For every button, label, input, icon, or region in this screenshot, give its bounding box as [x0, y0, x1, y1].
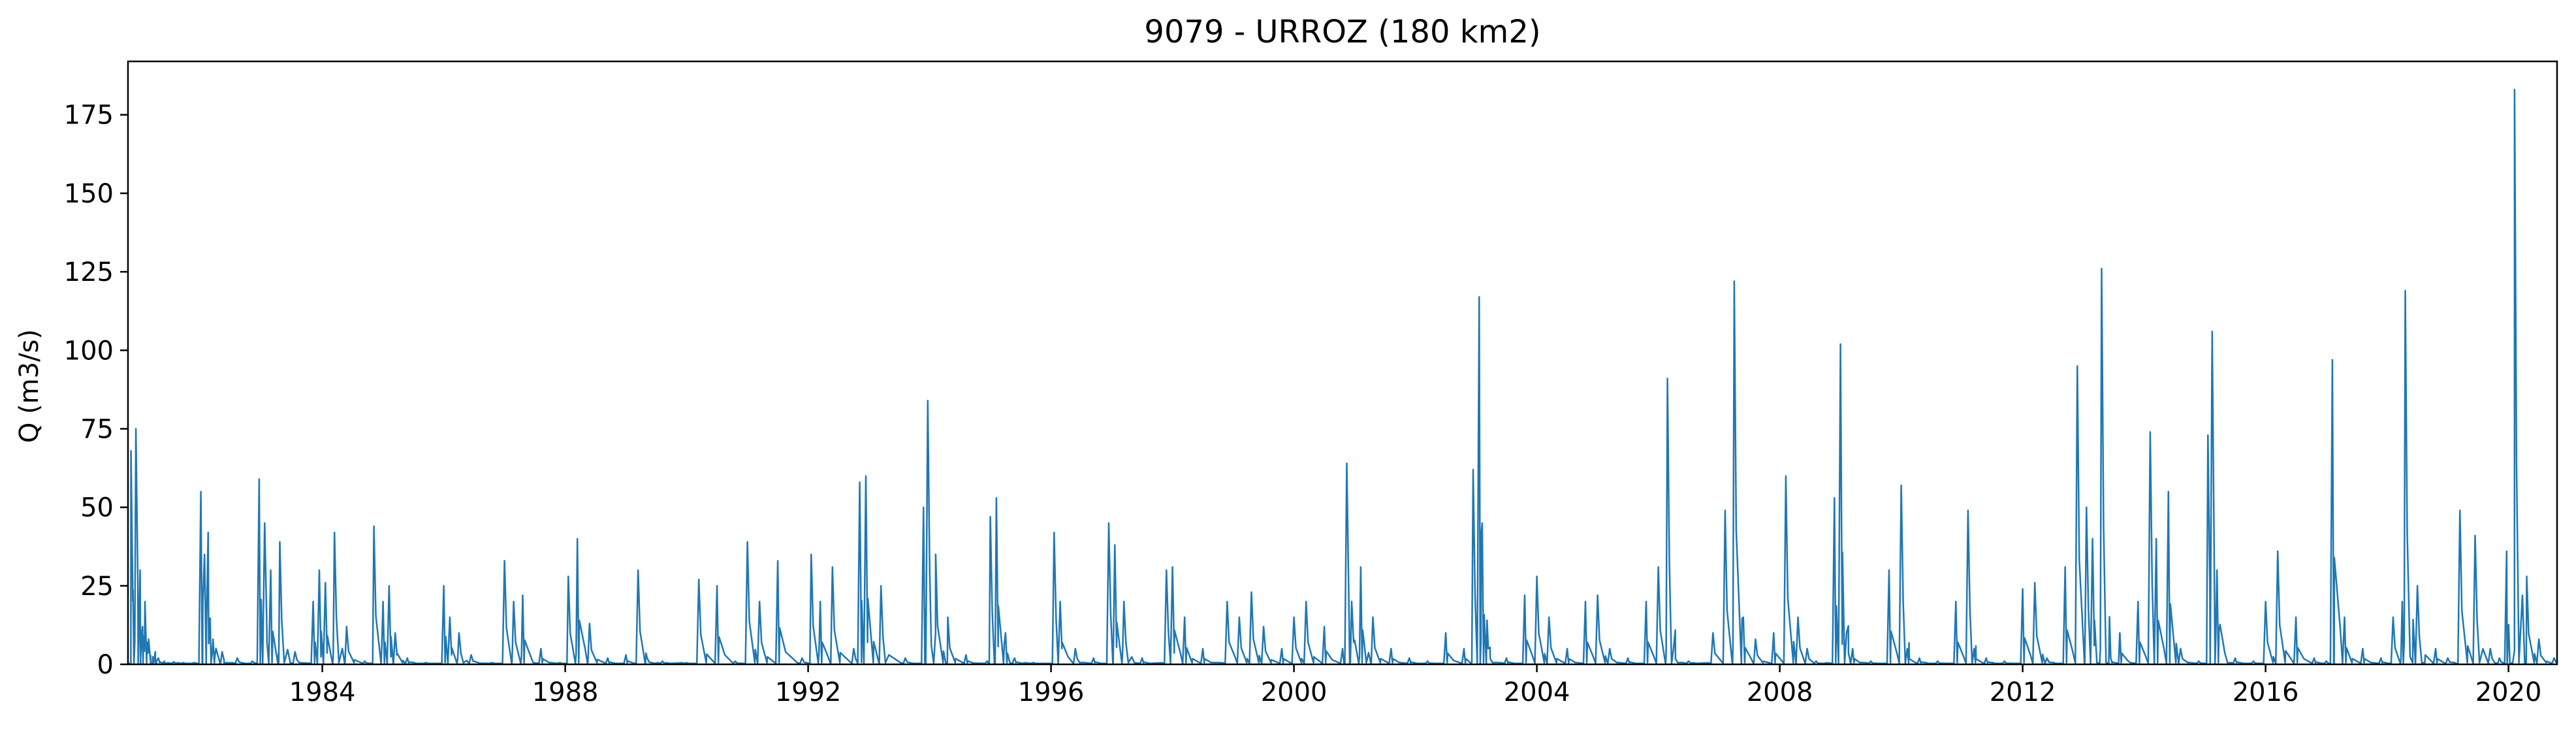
x-tick-label: 2008: [1747, 677, 1813, 707]
series-layer: [129, 89, 2557, 664]
x-tick-label: 1992: [775, 677, 842, 707]
x-tick-label: 1988: [532, 677, 599, 707]
x-tick-label: 2020: [2475, 677, 2542, 707]
plot-frame: [127, 60, 2558, 666]
chart-title: 9079 - URROZ (180 km2): [1144, 14, 1540, 50]
y-tick-label: 75: [80, 414, 114, 444]
x-tick-label: 2004: [1504, 677, 1570, 707]
x-tick-label: 2012: [1990, 677, 2056, 707]
y-tick-label: 125: [64, 257, 114, 287]
y-tick-label: 50: [80, 493, 114, 523]
x-tick-label: 2000: [1261, 677, 1328, 707]
y-tick-label: 25: [80, 572, 114, 602]
y-tick-label: 150: [64, 179, 114, 209]
y-axis-label: Q (m3/s): [14, 329, 44, 443]
x-tick-label: 2016: [2233, 677, 2299, 707]
x-tick-label: 1984: [289, 677, 356, 707]
y-tick-label: 0: [97, 650, 114, 680]
x-axis: 1984 1988 1992 1996 2000 2004 2008 2012 2016 2020: [289, 664, 2542, 707]
x-tick-label: 1996: [1018, 677, 1085, 707]
y-axis: 0 25 50 75 100 125 150 175: [64, 101, 128, 680]
series-line: [129, 89, 2557, 664]
y-tick-label: 175: [64, 101, 114, 131]
y-tick-label: 100: [64, 336, 114, 366]
